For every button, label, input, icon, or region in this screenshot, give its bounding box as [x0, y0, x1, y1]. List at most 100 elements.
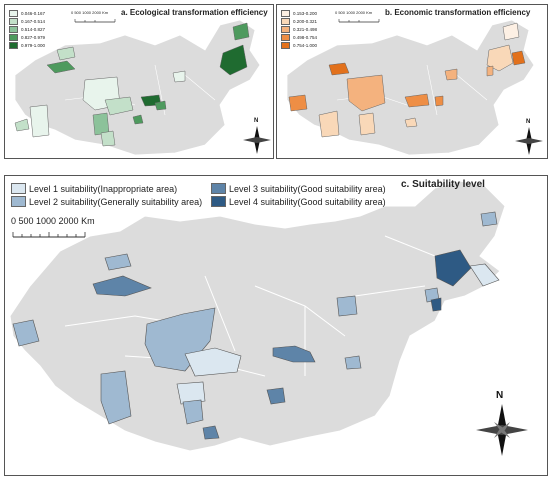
- c-legend-label: Level 1 suitability(Inappropriate area): [29, 183, 178, 194]
- base-region-a: [14, 19, 261, 156]
- panel-title-b: b. Economic transformation efficiency: [385, 8, 531, 17]
- region-b11: [511, 50, 526, 66]
- b-legend-label: 0.498-0.754: [293, 35, 318, 40]
- a-legend-label: 0.167-0.514: [21, 19, 46, 24]
- region-c11: [266, 387, 286, 405]
- panel-economic-efficiency: b. Economic transformation efficiency 0 …: [276, 4, 548, 159]
- region-c5: [184, 347, 242, 377]
- region-b7: [434, 95, 444, 107]
- a-legend-item-5: 0.979-1.000: [9, 42, 45, 49]
- b-legend-item-3: 0.321-0.498: [281, 26, 317, 33]
- region-a10: [172, 70, 186, 83]
- region-a5: [29, 104, 50, 138]
- a-legend-label: 0.046-0.167: [21, 11, 46, 16]
- b-legend-label: 0.200-0.321: [293, 19, 318, 24]
- b-legend-label: 0.321-0.498: [293, 27, 318, 32]
- a-legend-item-3: 0.514-0.827: [9, 26, 45, 33]
- c-legend-swatch: [211, 183, 226, 194]
- region-c18: [480, 211, 498, 227]
- c-legend-label: Level 2 suitability(Generally suitabilit…: [29, 196, 203, 207]
- b-legend-item-1: 0.153-0.200: [281, 10, 317, 17]
- c-legend-label: Level 3 suitability(Good suitability are…: [229, 183, 386, 194]
- panel-suitability-level: c. Suitability level 0 500 1000 2000 Km …: [4, 175, 548, 476]
- a-legend-label: 0.827-0.979: [21, 35, 46, 40]
- region-c9: [202, 425, 220, 440]
- c-legend-item-4: Level 4 suitability(Good suitability are…: [211, 196, 386, 207]
- a-legend-item-4: 0.827-0.979: [9, 34, 45, 41]
- b-legend-label: 0.153-0.200: [293, 11, 318, 16]
- region-b3: [346, 74, 386, 112]
- a-legend-swatch: [9, 10, 18, 17]
- c-legend-item-3: Level 3 suitability(Good suitability are…: [211, 183, 386, 194]
- map-c: [9, 180, 528, 456]
- scale-bar-c: [12, 232, 86, 238]
- region-b9: [404, 117, 418, 128]
- scale-label-a: 0 500 1000 2000 Km: [71, 10, 109, 15]
- c-legend-item-2: Level 2 suitability(Generally suitabilit…: [11, 196, 202, 207]
- region-b12: [502, 22, 520, 41]
- b-legend-label: 0.754-1.000: [293, 43, 318, 48]
- c-legend-swatch: [11, 183, 26, 194]
- a-legend-swatch: [9, 26, 18, 33]
- scale-bar-b: [338, 19, 380, 23]
- map-b: [286, 19, 543, 156]
- b-legend-swatch: [281, 34, 290, 41]
- region-b5: [358, 112, 376, 136]
- c-legend-label: Level 4 suitability(Good suitability are…: [229, 196, 386, 207]
- b-legend-item-2: 0.200-0.321: [281, 18, 317, 25]
- region-b4: [318, 110, 340, 138]
- region-a1: [56, 46, 76, 61]
- a-legend-label: 0.979-1.000: [21, 43, 46, 48]
- b-legend-item-5: 0.754-1.000: [281, 42, 317, 49]
- region-c8: [182, 399, 204, 425]
- a-legend-item-1: 0.046-0.167: [9, 10, 45, 17]
- scale-label-b: 0 500 1000 2000 Km: [335, 10, 373, 15]
- region-c10: [272, 345, 316, 363]
- region-c15: [469, 263, 500, 287]
- a-legend-swatch: [9, 42, 18, 49]
- a-legend-swatch: [9, 34, 18, 41]
- base-region-c: [9, 180, 506, 452]
- north-label-a: N: [254, 118, 259, 124]
- region-c1: [104, 253, 132, 271]
- region-a12: [232, 22, 250, 41]
- c-legend-item-1: Level 1 suitability(Inappropriate area): [11, 183, 177, 194]
- region-b13: [486, 65, 494, 77]
- region-a9: [132, 114, 144, 125]
- region-c6: [100, 370, 132, 425]
- region-a6: [92, 112, 110, 136]
- region-b1: [328, 62, 350, 76]
- panel-ecological-efficiency: a. Ecological transformation efficiency …: [4, 4, 274, 159]
- region-c7: [176, 381, 206, 405]
- north-label-c: N: [496, 390, 504, 401]
- a-legend-label: 0.514-0.827: [21, 27, 46, 32]
- region-b10: [486, 44, 514, 72]
- region-c3: [12, 319, 40, 347]
- region-b6: [404, 93, 430, 108]
- region-a14: [14, 118, 30, 132]
- b-legend-swatch: [281, 26, 290, 33]
- region-a11: [219, 44, 248, 76]
- region-a7: [100, 130, 116, 147]
- north-label-b: N: [526, 119, 531, 125]
- region-b2: [288, 94, 308, 112]
- region-c12: [336, 295, 358, 317]
- panel-title-a: a. Ecological transformation efficiency: [121, 8, 268, 17]
- a-legend-swatch: [9, 18, 18, 25]
- region-c17: [430, 297, 442, 312]
- c-legend-swatch: [211, 196, 226, 207]
- region-c13: [344, 355, 362, 370]
- north-arrow-icon-a: [243, 126, 271, 154]
- a-legend-item-2: 0.167-0.514: [9, 18, 45, 25]
- b-legend-item-4: 0.498-0.754: [281, 34, 317, 41]
- north-arrow-icon-c: [476, 404, 528, 456]
- c-legend-swatch: [11, 196, 26, 207]
- region-c2: [92, 275, 152, 297]
- region-b8: [444, 68, 458, 81]
- north-arrow-icon-b: [515, 127, 543, 155]
- scale-label-c: 0 500 1000 2000 Km: [11, 216, 95, 226]
- region-c14: [434, 249, 472, 287]
- panel-title-c: c. Suitability level: [401, 179, 485, 190]
- region-a2: [46, 60, 76, 74]
- b-legend-swatch: [281, 10, 290, 17]
